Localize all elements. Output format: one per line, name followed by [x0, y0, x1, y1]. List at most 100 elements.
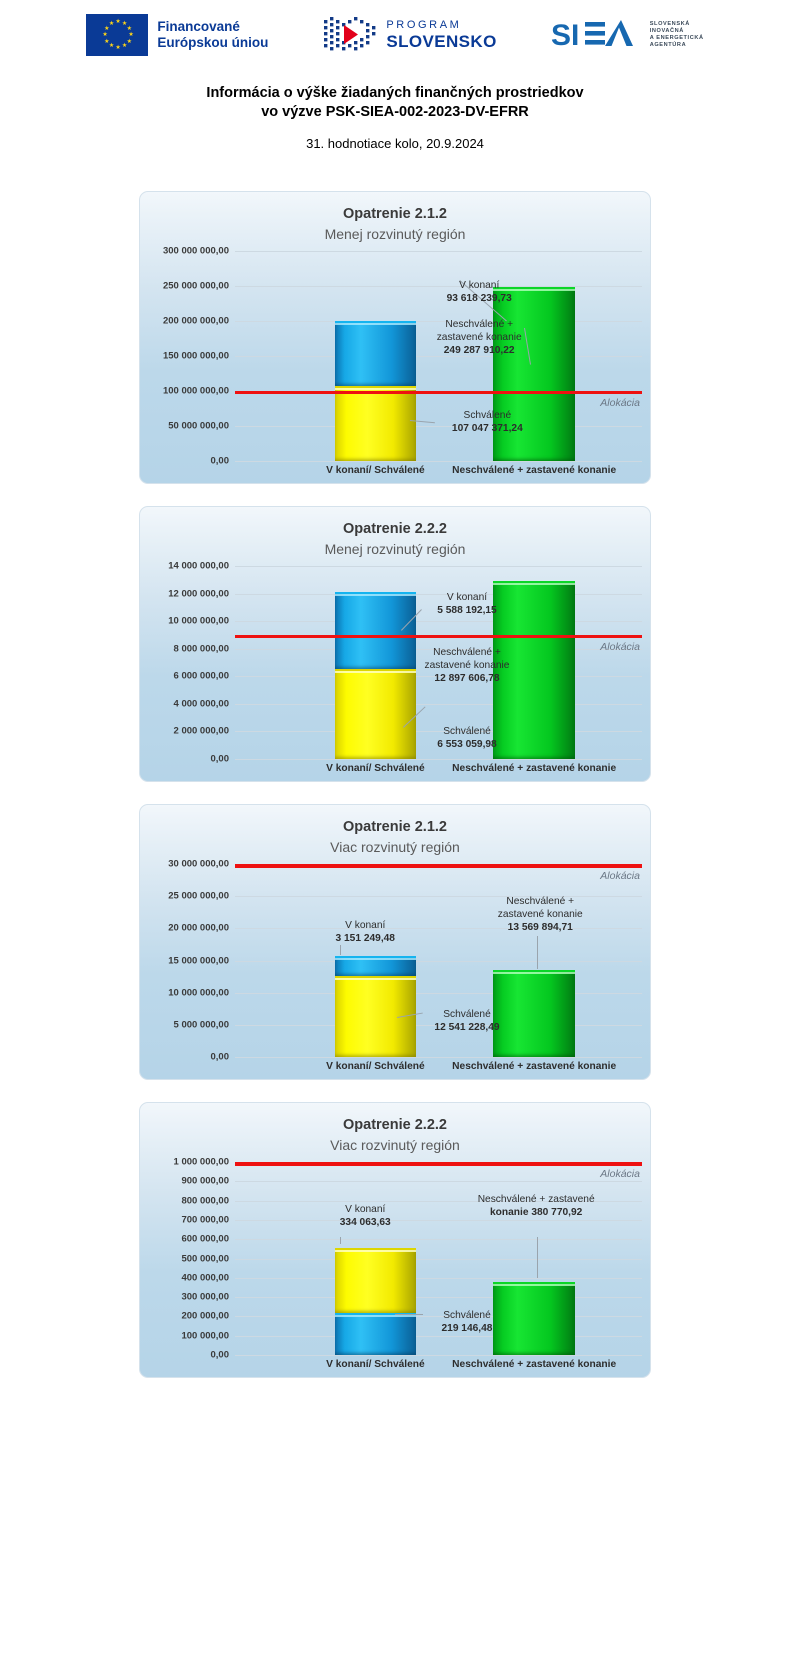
- bar-segment-v-konani[interactable]: [334, 1312, 417, 1355]
- gridline: [235, 992, 642, 994]
- gridline: [235, 320, 642, 322]
- callout-value: 107 047 371,24: [451, 423, 523, 435]
- eu-star-icon: ★: [108, 43, 115, 50]
- bar-segment-neschvalene: [493, 286, 575, 461]
- allocation-label: Alokácia: [600, 870, 640, 882]
- callout-value: konanie 380 770,92: [490, 1206, 583, 1218]
- bar-segment-schvalene[interactable]: [334, 1248, 417, 1313]
- gridline: [235, 1297, 642, 1299]
- y-axis-tick-label: 0,00: [210, 455, 230, 467]
- siea-sub-1: SLOVENSKÁ: [649, 20, 690, 27]
- eu-star-icon: ★: [108, 20, 115, 27]
- gridline: [235, 648, 642, 650]
- chart-plot-area: 0,00 100 000,00 200 000,00 300 000,00 400 00…: [140, 1157, 650, 1377]
- x-axis-label-v-konani-schvalene: V konaní/ Schválené: [326, 763, 425, 774]
- gridline: [235, 1024, 642, 1026]
- callout-label: zastavené konanie: [497, 908, 583, 920]
- callout-label: V konaní: [459, 280, 500, 291]
- eu-star-icon: ★: [121, 43, 128, 50]
- bar-segment-v-konani[interactable]: [334, 591, 417, 669]
- gridline: [235, 1316, 642, 1318]
- x-axis-labels: V konaní/ Schválené Neschválené + zastave…: [235, 1059, 642, 1079]
- allocation-line: [235, 1162, 642, 1166]
- y-axis-tick-label: 300 000,00: [181, 1291, 229, 1303]
- callout-label: Neschválené + zastavené: [477, 1193, 595, 1205]
- callout-value: 219 146,48: [441, 1322, 493, 1334]
- callout-value: 5 588 192,15: [437, 604, 497, 616]
- plot-inner: 0,00 2 000 000,00 4 000 000,00 6 000 000,00…: [168, 561, 642, 765]
- eu-funding-line2: Európskou úniou: [157, 35, 269, 50]
- eu-star-icon: ★: [121, 20, 128, 27]
- x-axis-labels: V konaní/ Schválené Neschválené + zastave…: [235, 1357, 642, 1377]
- gridline: [235, 426, 642, 427]
- bar-neschvalene-zastavene-konanie[interactable]: [493, 1281, 575, 1355]
- callout-label: Neschválené +: [433, 646, 501, 658]
- callout-v-konani: V konaní 334 063,63: [340, 1203, 391, 1229]
- y-axis-tick-label: 4 000 000,00: [173, 698, 229, 710]
- bar-segment-schvalene[interactable]: [334, 668, 417, 759]
- allocation-label: Alokácia: [600, 1168, 640, 1180]
- siea-mark-icon: SI: [551, 19, 633, 52]
- stacked-bar-v-konani-schvalene[interactable]: [334, 1248, 417, 1355]
- x-axis-label-v-konani-schvalene: V konaní/ Schválené: [326, 465, 425, 476]
- y-axis-tick-label: 800 000,00: [181, 1195, 229, 1207]
- eu-star-icon: ★: [104, 38, 110, 45]
- bar-neschvalene-zastavene-konanie[interactable]: [493, 286, 575, 461]
- y-axis-tick-label: 250 000 000,00: [162, 280, 229, 292]
- gridline: [235, 1277, 642, 1279]
- y-axis-tick-label: 25 000 000,00: [168, 890, 229, 902]
- eu-funding-line1: Financované: [157, 19, 240, 34]
- gridline: [235, 703, 642, 705]
- y-axis-tick-label: 200 000,00: [181, 1310, 229, 1322]
- gridline: [235, 1239, 642, 1241]
- callout-neschvalene: Neschválené + zastavené konanie 249 287 91…: [437, 318, 522, 357]
- program-slovensko-line2: SLOVENSKO: [386, 32, 497, 51]
- chart-card-1: Opatrenie 2.1.2 Menej rozvinutý región 0,0…: [139, 191, 651, 484]
- callout-label: Neschválené +: [506, 895, 575, 907]
- gridline: [235, 896, 642, 898]
- bar-segment-neschvalene: [493, 969, 575, 1057]
- bar-neschvalene-zastavene-konanie[interactable]: [493, 969, 575, 1057]
- y-axis-tick-label: 10 000 000,00: [168, 615, 229, 627]
- gridline: [235, 566, 642, 567]
- eu-star-icon: ★: [128, 32, 134, 38]
- callout-value: 3 151 249,48: [335, 932, 395, 944]
- gridline: [235, 1200, 642, 1202]
- y-axis-tick-label: 200 000 000,00: [162, 315, 229, 327]
- bar-segment-v-konani[interactable]: [334, 956, 417, 977]
- leader-schvalene: [395, 1313, 423, 1315]
- gridline: [235, 251, 642, 252]
- chart-plot-area: 0,00 2 000 000,00 4 000 000,00 6 000 000,00…: [140, 561, 650, 781]
- gridline: [235, 593, 642, 595]
- chart-subtitle: Menej rozvinutý región: [324, 226, 466, 242]
- chart-card-2: Opatrenie 2.2.2 Menej rozvinutý región 0,0…: [139, 506, 651, 782]
- chart-subtitle: Viac rozvinutý región: [330, 839, 460, 855]
- x-axis-label-neschvalene: Neschválené + zastavené konanie: [452, 465, 617, 476]
- gridline: [235, 1219, 642, 1221]
- bar-segment-neschvalene: [493, 581, 575, 759]
- y-axis-tick-label: 300 000 000,00: [162, 245, 229, 257]
- chart-plot-area: 0,00 50 000 000,00 100 000 000,00 150 000 0…: [140, 246, 650, 483]
- bar-segment-v-konani[interactable]: [334, 320, 417, 387]
- program-slovensko-line1: PROGRAM: [386, 19, 462, 31]
- callout-schvalene: Schválené 12 541 228,49: [434, 1008, 499, 1034]
- x-axis-label-neschvalene: Neschválené + zastavené konanie: [452, 763, 617, 774]
- y-axis-tick-label: 600 000,00: [181, 1233, 229, 1245]
- y-axis-tick-label: 1 000 000,00: [173, 1156, 229, 1168]
- siea-sub-4: AGENTÚRA: [649, 42, 687, 49]
- callout-neschvalene: Neschválené + zastavené konanie 13 569 894…: [498, 895, 583, 934]
- y-axis-tick-label: 14 000 000,00: [168, 560, 229, 572]
- plot-inner: 0,00 5 000 000,00 10 000 000,00 15 000 000,…: [168, 859, 642, 1063]
- bar-neschvalene-zastavene-konanie[interactable]: [493, 581, 575, 759]
- stacked-bar-v-konani-schvalene[interactable]: [334, 591, 417, 759]
- callout-value: 249 287 910,22: [443, 344, 515, 356]
- allocation-line: [235, 634, 642, 639]
- callout-value: 13 569 894,71: [507, 921, 573, 933]
- stacked-bar-v-konani-schvalene[interactable]: [334, 320, 417, 461]
- bar-segment-schvalene[interactable]: [334, 386, 417, 461]
- chart-header: Opatrenie 2.1.2 Viac rozvinutý región: [140, 805, 650, 858]
- callout-schvalene: Schválené 107 047 371,24: [452, 409, 523, 435]
- stacked-bar-v-konani-schvalene[interactable]: [334, 956, 417, 1057]
- callout-value: 12 897 606,78: [434, 672, 500, 684]
- y-axis-tick-label: 10 000 000,00: [168, 987, 229, 999]
